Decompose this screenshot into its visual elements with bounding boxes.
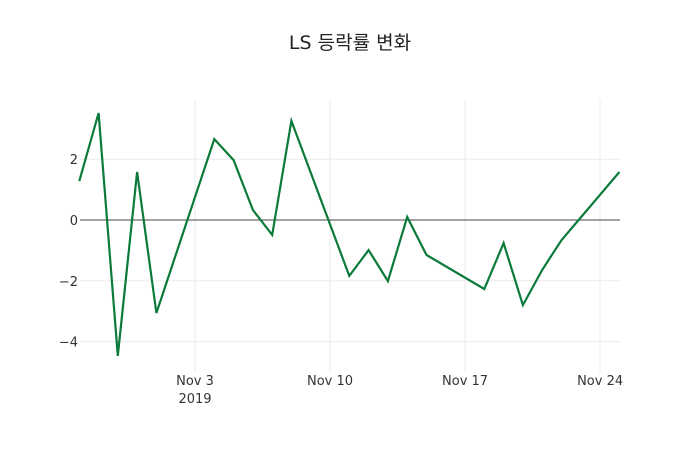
x-tick-year: 2019 (178, 392, 211, 407)
x-tick-label: Nov 24 (577, 374, 623, 389)
x-tick-label: Nov 10 (307, 374, 353, 389)
x-axis-ticks: Nov 3 2019 Nov 10 Nov 17 Nov 24 (176, 374, 623, 407)
x-tick-label: Nov 17 (442, 374, 488, 389)
y-tick-label: −2 (59, 275, 78, 290)
y-tick-label: 0 (70, 214, 78, 229)
grid-lines (80, 100, 620, 372)
y-tick-label: −4 (59, 336, 78, 351)
chart-title: LS 등락률 변화 (288, 32, 412, 54)
x-tick-label: Nov 3 (176, 374, 214, 389)
y-axis-ticks: 2 0 −2 −4 (59, 153, 78, 350)
data-line (78, 112, 621, 357)
y-tick-label: 2 (70, 153, 78, 168)
